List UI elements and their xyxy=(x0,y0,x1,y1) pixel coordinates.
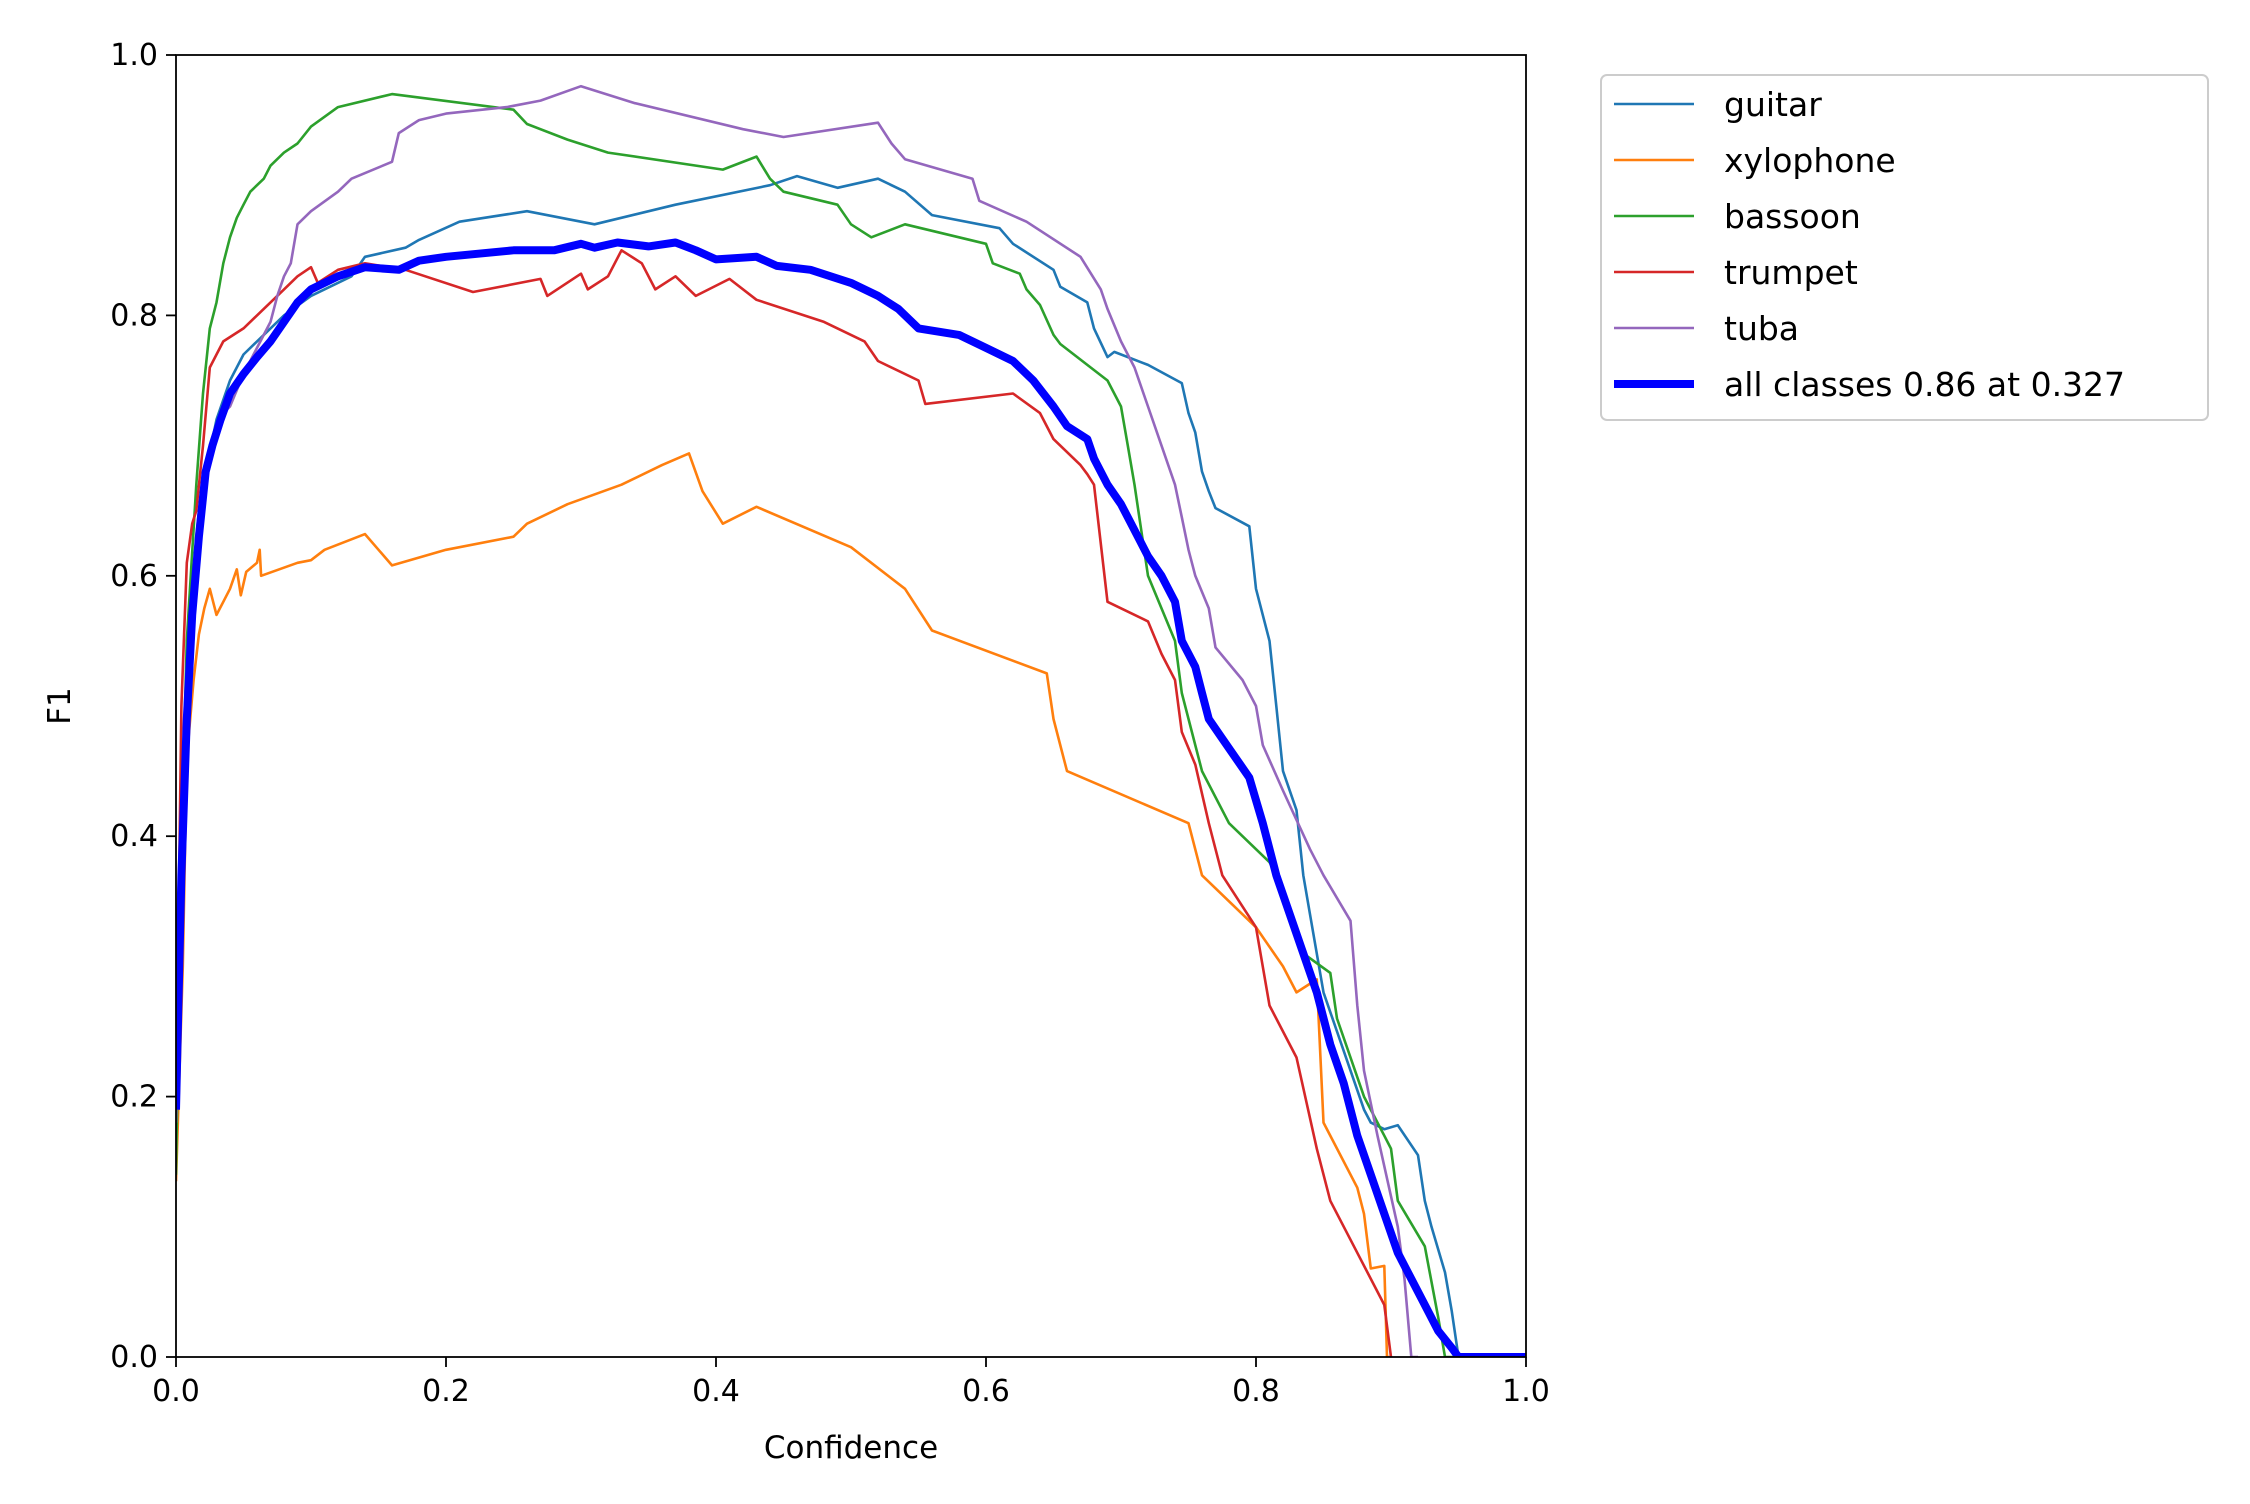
y-tick-label: 0.2 xyxy=(110,1080,158,1115)
legend-label-bassoon: bassoon xyxy=(1724,197,1861,236)
legend-label-all: all classes 0.86 at 0.327 xyxy=(1724,365,2125,404)
y-tick-label: 0.0 xyxy=(110,1340,158,1375)
series-line-trumpet xyxy=(176,249,1393,1357)
legend-items: guitar xylophone bassoon trumpet tuba all cla… xyxy=(1614,85,2125,404)
x-tick-label: 0.8 xyxy=(1232,1374,1280,1409)
legend-label-guitar: guitar xyxy=(1724,85,1822,124)
legend-label-tuba: tuba xyxy=(1724,309,1799,348)
legend-label-xylophone: xylophone xyxy=(1724,141,1896,180)
legend: guitar xylophone bassoon trumpet tuba all cla… xyxy=(1600,74,2209,421)
y-tick-label: 0.8 xyxy=(110,298,158,333)
x-tick-label: 0.0 xyxy=(152,1374,200,1409)
y-axis-label: F1 xyxy=(42,687,78,725)
series-line-all xyxy=(176,238,1526,1357)
series-line-bassoon xyxy=(176,92,1526,1357)
series-line-tuba xyxy=(176,84,1418,1357)
series-line-xylophone xyxy=(176,452,1391,1357)
x-tick-label: 1.0 xyxy=(1502,1374,1550,1409)
ticks-layer: 0.0 0.2 0.4 0.6 0.8 1.0 0.0 0.2 0.4 0.6 0.8 1.0 xyxy=(110,38,1550,1409)
legend-label-trumpet: trumpet xyxy=(1724,253,1858,292)
y-tick-label: 0.6 xyxy=(110,559,158,594)
series-layer xyxy=(176,84,1526,1357)
x-tick-label: 0.4 xyxy=(692,1374,740,1409)
y-tick-label: 0.4 xyxy=(110,819,158,854)
series-line-guitar xyxy=(176,174,1526,1357)
plot-frame xyxy=(175,54,1527,1358)
y-tick-label: 1.0 xyxy=(110,38,158,73)
x-axis-label: Confidence xyxy=(764,1430,938,1466)
x-tick-label: 0.2 xyxy=(422,1374,470,1409)
legend-frame xyxy=(1600,74,2209,421)
x-tick-label: 0.6 xyxy=(962,1374,1010,1409)
